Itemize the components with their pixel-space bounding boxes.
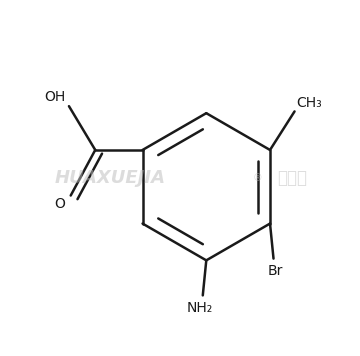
Text: 化学加: 化学加: [277, 169, 307, 187]
Text: OH: OH: [44, 90, 66, 104]
Text: ®: ®: [252, 173, 262, 183]
Text: O: O: [55, 197, 66, 211]
Text: Br: Br: [267, 264, 283, 278]
Text: NH₂: NH₂: [186, 301, 212, 315]
Text: CH₃: CH₃: [296, 96, 322, 110]
Text: HUAXUEJIA: HUAXUEJIA: [54, 169, 165, 187]
